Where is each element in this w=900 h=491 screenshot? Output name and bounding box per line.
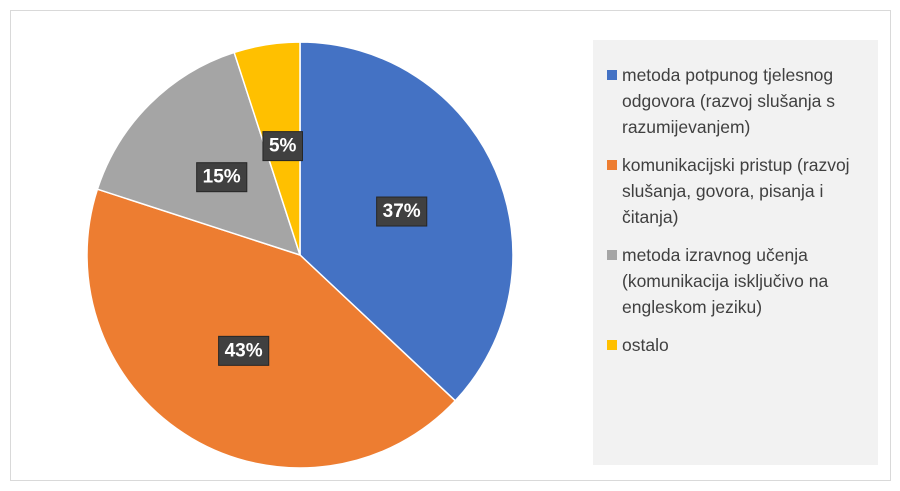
legend-swatch [607, 250, 617, 260]
pie-slice [86, 188, 457, 469]
frame [10, 10, 891, 481]
pie-slice [96, 51, 302, 257]
data-label-box [196, 162, 248, 193]
legend-swatch [607, 160, 617, 170]
data-label-box [376, 196, 428, 227]
data-label: 15% [203, 167, 241, 188]
legend-item: ostalo [607, 332, 874, 358]
data-label: 43% [225, 340, 263, 361]
data-label-box [262, 131, 304, 162]
legend-label: komunikacijski pristup (razvoj slušanja,… [622, 155, 850, 227]
legend-swatch [607, 340, 617, 350]
data-label: 37% [383, 201, 421, 222]
legend-item: metoda potpunog tjelesnog odgovora (razv… [607, 62, 874, 140]
legend-label: ostalo [622, 335, 669, 355]
legend-item: komunikacijski pristup (razvoj slušanja,… [607, 152, 874, 230]
legend: metoda potpunog tjelesnog odgovora (razv… [593, 40, 878, 465]
legend-item: metoda izravnog učenja (komunikacija isk… [607, 242, 874, 320]
data-label: 5% [269, 136, 297, 157]
legend-swatch [607, 70, 617, 80]
legend-label: metoda potpunog tjelesnog odgovora (razv… [622, 65, 836, 137]
legend-label: metoda izravnog učenja (komunikacija isk… [622, 245, 829, 317]
data-label-box [218, 335, 270, 366]
